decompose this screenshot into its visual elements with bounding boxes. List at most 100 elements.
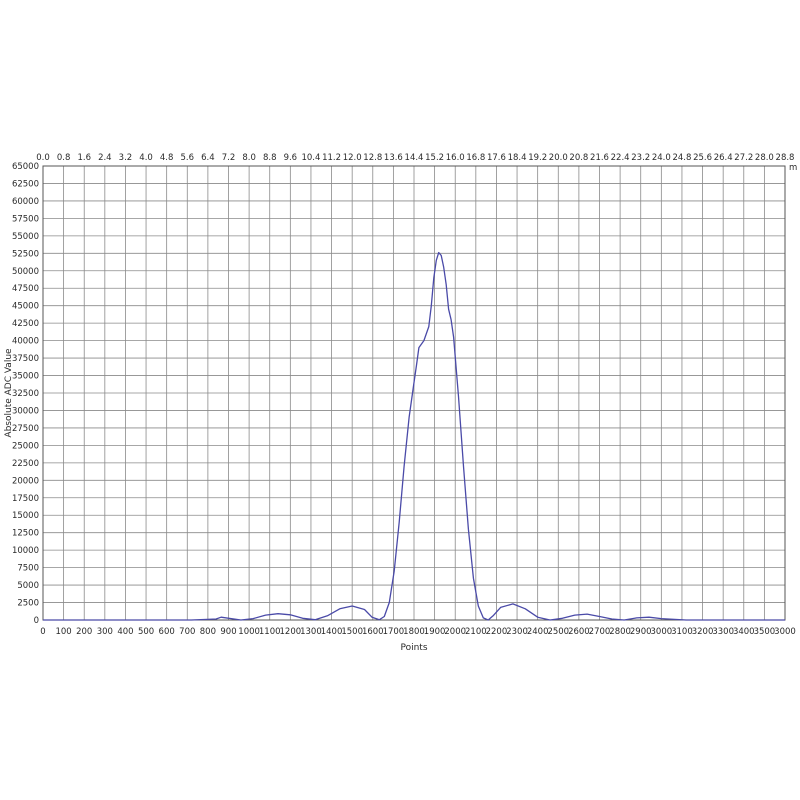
y-axis-ticks: 6500062500600005750055000525005000047500… xyxy=(12,162,39,626)
x-tick-label: 3000 xyxy=(774,627,796,637)
top-tick-label: 14.4 xyxy=(405,153,424,163)
top-axis-ticks: 0.0 0.8 1.6 2.4 3.2 4.0 4.8 5.6 6.4 7.2 8.0 8.8 9.6 1… xyxy=(36,153,794,163)
x-tick-label: 200 xyxy=(76,627,92,637)
x-tick-label: 1900 xyxy=(424,627,446,637)
x-tick-label: 3100 xyxy=(671,627,693,637)
y-tick-label: 60000 xyxy=(12,197,39,207)
series-layer xyxy=(43,251,785,621)
top-tick-label: 2.4 xyxy=(98,153,112,163)
y-axis-label: Absolute ADC Value xyxy=(4,348,14,438)
x-tick-label: 2200 xyxy=(486,627,508,637)
top-tick-label: 20.0 xyxy=(549,153,568,163)
x-tick-label: 3000 xyxy=(651,627,673,637)
x-tick-label: 400 xyxy=(117,627,133,637)
x-tick-label: 900 xyxy=(220,627,236,637)
y-tick-label: 0 xyxy=(34,616,39,626)
y-tick-label: 50000 xyxy=(12,267,39,277)
x-tick-label: 2100 xyxy=(465,627,487,637)
x-tick-label: 2700 xyxy=(589,627,611,637)
y-tick-label: 35000 xyxy=(12,372,39,382)
y-tick-label: 20000 xyxy=(12,476,39,486)
y-tick-label: 65000 xyxy=(12,162,39,172)
x-tick-label: 2800 xyxy=(609,627,631,637)
x-tick-label: 2900 xyxy=(630,627,652,637)
y-tick-label: 32500 xyxy=(12,389,39,399)
x-tick-label: 2300 xyxy=(506,627,528,637)
series-line xyxy=(43,251,785,621)
y-tick-label: 10000 xyxy=(12,546,39,556)
top-tick-label: 8.8 xyxy=(263,153,277,163)
top-tick-label: 0.0 xyxy=(36,153,50,163)
plot-area-frame xyxy=(42,165,786,621)
top-tick-label: 10.4 xyxy=(301,153,320,163)
top-tick-label: 18.4 xyxy=(508,153,527,163)
y-tick-label: 30000 xyxy=(12,406,39,416)
x-tick-label: 1100 xyxy=(259,627,281,637)
x-tick-label: 1800 xyxy=(403,627,425,637)
x-axis-label: Points xyxy=(400,643,427,653)
grid-lines xyxy=(42,165,786,621)
top-tick-label: 24.8 xyxy=(672,153,691,163)
x-tick-label: 3500 xyxy=(754,627,776,637)
top-tick-label: 16.8 xyxy=(466,153,485,163)
top-tick-label: 21.6 xyxy=(590,153,609,163)
top-tick-label: 4.8 xyxy=(160,153,174,163)
top-tick-label: 5.6 xyxy=(181,153,195,163)
y-tick-label: 55000 xyxy=(12,232,39,242)
x-tick-label: 1700 xyxy=(383,627,405,637)
y-tick-label: 47500 xyxy=(12,284,39,294)
x-tick-label: 3400 xyxy=(733,627,755,637)
y-tick-label: 40000 xyxy=(12,337,39,347)
x-tick-label: 1400 xyxy=(321,627,343,637)
top-tick-label: 28.8 xyxy=(776,153,795,163)
y-tick-label: 2500 xyxy=(17,599,39,609)
y-tick-label: 25000 xyxy=(12,441,39,451)
y-tick-label: 45000 xyxy=(12,302,39,312)
top-tick-label: 9.6 xyxy=(284,153,298,163)
top-tick-label: 15.2 xyxy=(425,153,444,163)
x-tick-label: 1500 xyxy=(341,627,363,637)
y-tick-label: 12500 xyxy=(12,529,39,539)
y-tick-label: 17500 xyxy=(12,494,39,504)
top-tick-label: 20.8 xyxy=(569,153,588,163)
y-tick-label: 5000 xyxy=(17,581,39,591)
x-tick-label: 500 xyxy=(138,627,154,637)
x-tick-label: 1300 xyxy=(300,627,322,637)
top-tick-label: 23.2 xyxy=(631,153,650,163)
x-tick-label: 2500 xyxy=(547,627,569,637)
x-tick-label: 1200 xyxy=(280,627,302,637)
y-tick-label: 52500 xyxy=(12,249,39,259)
x-tick-label: 3300 xyxy=(712,627,734,637)
x-tick-label: 1000 xyxy=(238,627,260,637)
x-tick-label: 1600 xyxy=(362,627,384,637)
x-tick-label: 600 xyxy=(159,627,175,637)
top-tick-label: 26.4 xyxy=(714,153,733,163)
x-tick-label: 0 xyxy=(40,627,45,637)
y-tick-label: 7500 xyxy=(17,564,39,574)
x-tick-label: 2400 xyxy=(527,627,549,637)
top-tick-label: 0.8 xyxy=(57,153,71,163)
top-tick-label: 22.4 xyxy=(611,153,630,163)
top-tick-label: 1.6 xyxy=(77,153,91,163)
y-tick-label: 62500 xyxy=(12,179,39,189)
top-tick-label: 12.8 xyxy=(363,153,382,163)
y-tick-label: 37500 xyxy=(12,354,39,364)
x-axis-ticks: 0 100 200 300 400 500 600 700 800 900 100011001200… xyxy=(40,627,796,637)
x-tick-label: 100 xyxy=(55,627,71,637)
top-tick-label: 25.6 xyxy=(693,153,712,163)
y-tick-label: 42500 xyxy=(12,319,39,329)
x-tick-label: 800 xyxy=(200,627,216,637)
top-tick-label: 17.6 xyxy=(487,153,506,163)
y-tick-label: 22500 xyxy=(12,459,39,469)
top-tick-label: 8.0 xyxy=(242,153,256,163)
top-tick-label: 24.0 xyxy=(652,153,671,163)
top-tick-label: 28.0 xyxy=(755,153,774,163)
x-tick-label: 2600 xyxy=(568,627,590,637)
top-tick-label: 16.0 xyxy=(446,153,465,163)
x-tick-label: 3200 xyxy=(692,627,714,637)
top-tick-label: 13.6 xyxy=(384,153,403,163)
top-tick-label: 19.2 xyxy=(528,153,547,163)
top-tick-label: 4.0 xyxy=(139,153,153,163)
top-tick-label: 3.2 xyxy=(119,153,133,163)
